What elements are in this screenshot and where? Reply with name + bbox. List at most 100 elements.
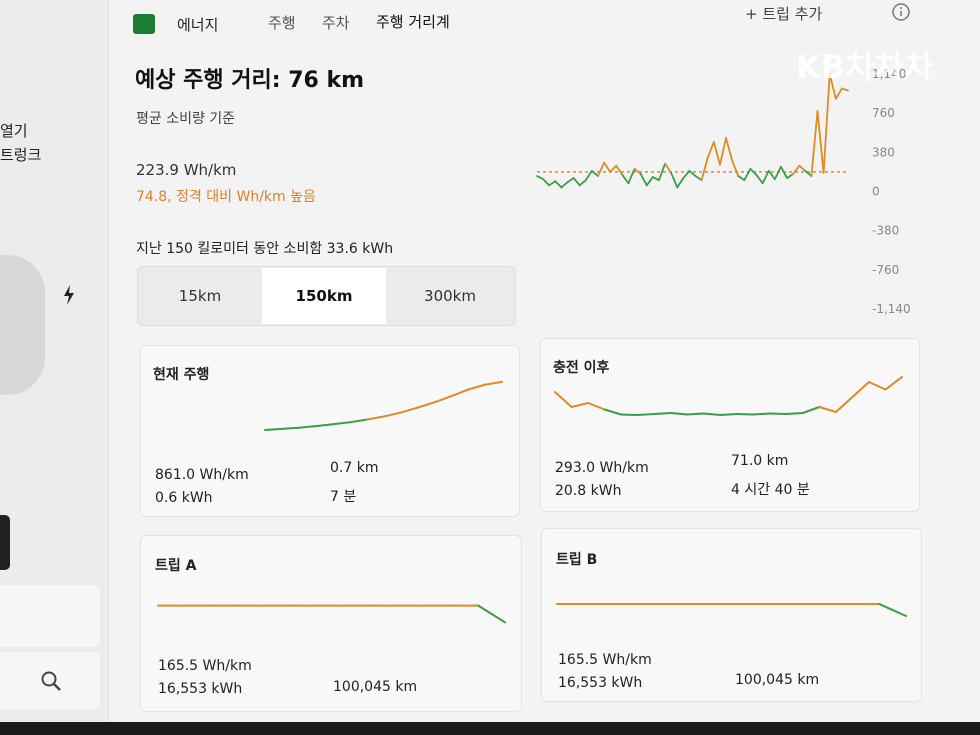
trend-segment — [818, 406, 837, 413]
trend-segment — [752, 412, 771, 416]
trend-segment — [433, 395, 453, 404]
y-tick-label: -760 — [872, 263, 899, 277]
side-button[interactable] — [0, 515, 10, 570]
card-stat: 16,553 kWh — [158, 681, 243, 697]
card-stat: 0.7 km — [330, 460, 379, 476]
trend-segment — [786, 173, 795, 180]
trend-segment — [749, 167, 758, 176]
trend-segment — [767, 169, 776, 181]
trend-segment — [725, 137, 734, 162]
trend-segment — [297, 425, 317, 429]
card-title: 현재 주행 — [153, 367, 210, 383]
trend-segment — [633, 167, 642, 175]
range-tab[interactable]: 150km — [262, 268, 386, 324]
trend-segment — [884, 376, 903, 391]
trend-segment — [785, 412, 804, 415]
sidebar-item[interactable]: 열기 — [0, 122, 28, 140]
trend-segment — [609, 164, 618, 173]
card-title: 트립 B — [556, 552, 598, 568]
trend-segment — [570, 402, 590, 408]
trend-segment — [331, 421, 351, 426]
card-stat: 165.5 Wh/km — [158, 658, 252, 674]
card-stat: 100,045 km — [735, 672, 820, 688]
sidebar-item[interactable]: 트렁크 — [0, 146, 42, 164]
trend-segment — [773, 165, 782, 181]
car-image — [0, 255, 45, 395]
range-title: 예상 주행 거리: 76 km — [135, 68, 365, 93]
trend-segment — [314, 423, 334, 428]
card-stat: 293.0 Wh/km — [555, 460, 649, 476]
trend-segment — [477, 604, 506, 624]
trend-segment — [536, 175, 544, 181]
trend-segment — [841, 87, 849, 92]
card-stat: 165.5 Wh/km — [558, 652, 652, 668]
trend-segment — [810, 110, 819, 177]
y-tick-label: -1,140 — [872, 302, 911, 316]
trend-segment — [651, 176, 660, 182]
trend-segment — [686, 412, 705, 416]
trend-segment — [572, 177, 581, 187]
range-tab[interactable]: 300km — [424, 287, 476, 305]
trend-segment — [615, 164, 624, 176]
nav-section[interactable]: 에너지 — [177, 16, 219, 34]
sidebar: 열기 트렁크 — [0, 0, 109, 722]
trend-segment — [706, 141, 715, 159]
trend-segment — [669, 412, 689, 416]
trend-segment — [878, 603, 907, 617]
y-tick-label: 380 — [872, 145, 895, 159]
info-icon[interactable] — [891, 2, 911, 22]
y-tick-label: -380 — [872, 224, 899, 238]
trend-segment — [801, 406, 821, 414]
card-stat: 16,553 kWh — [558, 675, 643, 691]
trend-segment — [731, 159, 740, 177]
trend-segment — [780, 165, 788, 180]
trend-segment — [743, 167, 752, 182]
consumption-warning: 74.8, 정격 대비 Wh/km 높음 — [136, 189, 316, 205]
trend-segment — [867, 381, 887, 391]
trend-segment — [798, 164, 807, 172]
card-stat: 861.0 Wh/km — [155, 467, 249, 483]
card-title: 트립 A — [155, 558, 197, 574]
energy-icon — [133, 14, 155, 34]
trend-segment — [365, 415, 385, 421]
trend-segment — [653, 412, 672, 415]
trend-segment — [822, 73, 831, 174]
search-icon[interactable] — [40, 670, 62, 692]
trend-segment — [694, 175, 703, 182]
recent-consumption: 지난 150 킬로미터 동안 소비함 33.6 kWh — [136, 241, 394, 257]
trend-segment — [467, 383, 487, 391]
trend-segment — [636, 413, 656, 416]
trend-segment — [816, 110, 825, 174]
trend-segment — [348, 418, 368, 424]
trip-card — [540, 338, 920, 512]
trend-segment — [664, 162, 673, 174]
trend-segment — [688, 169, 697, 177]
charge-icon — [64, 285, 74, 305]
trend-segment — [399, 406, 419, 414]
trend-segment — [621, 174, 630, 185]
add-trip[interactable]: + 트립 추가 — [745, 5, 823, 23]
trend-segment — [639, 173, 648, 187]
nav-tab[interactable]: 주행 — [268, 14, 296, 32]
range-tab[interactable]: 15km — [178, 287, 222, 305]
trend-segment — [645, 176, 654, 187]
trend-segment — [484, 380, 503, 386]
trend-segment — [584, 169, 593, 182]
trend-segment — [578, 179, 587, 187]
trend-segment — [603, 161, 612, 173]
trend-segment — [554, 391, 573, 408]
nav-tab[interactable]: 주차 — [322, 14, 350, 32]
trend-segment — [590, 169, 599, 177]
nav-tab[interactable]: 주행 거리계 — [376, 13, 450, 31]
search-box[interactable] — [0, 652, 100, 710]
trend-segment — [792, 164, 801, 175]
trend-segment — [755, 174, 764, 185]
trend-segment — [851, 381, 870, 398]
trend-segment — [761, 169, 770, 185]
trend-segment — [382, 411, 402, 418]
trend-segment — [768, 412, 788, 415]
